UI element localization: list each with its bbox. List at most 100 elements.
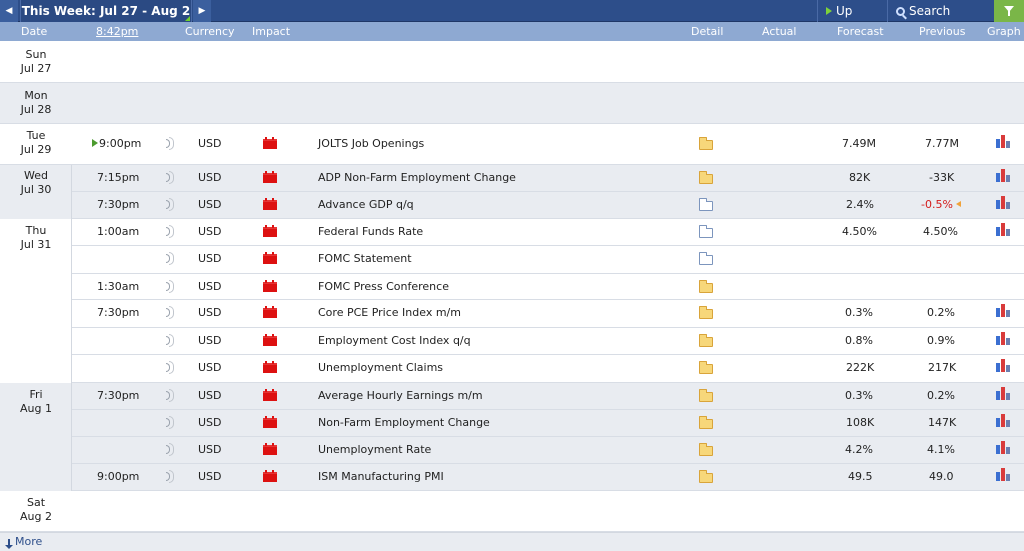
event-row[interactable]: 7:30pm USD Advance GDP q/q 2.4% -0.5% xyxy=(72,192,1024,219)
sound-icon[interactable] xyxy=(166,280,174,293)
event-row[interactable]: USD Unemployment Rate 4.2% 4.1% xyxy=(72,437,1024,464)
detail-folder-icon[interactable] xyxy=(699,306,713,319)
more-button[interactable]: More xyxy=(5,535,43,549)
graph-icon[interactable] xyxy=(996,196,1011,209)
event-title[interactable]: Unemployment Rate xyxy=(318,443,432,456)
sound-icon[interactable] xyxy=(166,416,174,429)
event-currency: USD xyxy=(198,280,222,293)
event-forecast: 82K xyxy=(849,171,871,184)
event-row[interactable]: 7:30pm USD Core PCE Price Index m/m 0.3%… xyxy=(72,300,1024,328)
graph-icon[interactable] xyxy=(996,387,1011,400)
event-row[interactable]: 1:00am USD Federal Funds Rate 4.50% 4.50… xyxy=(72,219,1024,246)
sound-icon[interactable] xyxy=(166,389,174,402)
day-of-week: Tue xyxy=(26,129,46,142)
event-time: 1:00am xyxy=(97,225,140,238)
event-previous: 4.50% xyxy=(923,225,958,238)
detail-folder-icon[interactable] xyxy=(699,280,713,293)
event-row[interactable]: USD Unemployment Claims 222K 217K xyxy=(72,355,1024,383)
high-impact-icon xyxy=(263,306,277,318)
day-row-sat: Sat Aug 2 xyxy=(0,491,1024,532)
detail-folder-icon[interactable] xyxy=(699,416,713,429)
filter-button[interactable] xyxy=(994,0,1024,22)
detail-folder-icon[interactable] xyxy=(699,334,713,347)
detail-folder-icon[interactable] xyxy=(699,443,713,456)
event-row[interactable]: 1:30am USD FOMC Press Conference xyxy=(72,274,1024,300)
event-title[interactable]: Employment Cost Index q/q xyxy=(318,334,471,347)
event-forecast: 0.3% xyxy=(845,306,873,319)
detail-folder-icon[interactable] xyxy=(699,137,713,150)
detail-folder-open-icon[interactable] xyxy=(699,225,713,238)
header-impact: Impact xyxy=(252,25,291,38)
up-next-button[interactable]: Up Next xyxy=(817,0,887,40)
sound-icon[interactable] xyxy=(166,443,174,456)
detail-folder-open-icon[interactable] xyxy=(699,198,713,211)
event-previous: 147K xyxy=(928,416,957,429)
sound-icon[interactable] xyxy=(166,361,174,374)
header-currency: Currency xyxy=(185,25,235,38)
sound-icon[interactable] xyxy=(166,137,174,150)
event-title[interactable]: ADP Non-Farm Employment Change xyxy=(318,171,516,184)
high-impact-icon xyxy=(263,361,277,373)
event-row[interactable]: USD Employment Cost Index q/q 0.8% 0.9% xyxy=(72,328,1024,355)
sound-icon[interactable] xyxy=(166,334,174,347)
graph-icon[interactable] xyxy=(996,414,1011,427)
detail-folder-icon[interactable] xyxy=(699,389,713,402)
sound-icon[interactable] xyxy=(166,252,174,265)
event-previous: 7.77M xyxy=(925,137,959,150)
graph-icon[interactable] xyxy=(996,135,1011,148)
day-label: Thu Jul 31 xyxy=(0,224,72,252)
week-title[interactable]: This Week: Jul 27 - Aug 2 xyxy=(20,0,192,22)
event-previous: -33K xyxy=(929,171,955,184)
previous-value: -0.5% xyxy=(921,198,953,211)
detail-folder-icon[interactable] xyxy=(699,171,713,184)
event-time: 1:30am xyxy=(97,280,140,293)
more-label: More xyxy=(15,535,43,548)
event-title[interactable]: Federal Funds Rate xyxy=(318,225,424,238)
graph-icon[interactable] xyxy=(996,332,1011,345)
event-title[interactable]: Average Hourly Earnings m/m xyxy=(318,389,483,402)
graph-icon[interactable] xyxy=(996,441,1011,454)
previous-week-button[interactable]: ◀ xyxy=(0,0,18,22)
event-currency: USD xyxy=(198,252,222,265)
event-row[interactable]: 7:30pm USD Average Hourly Earnings m/m 0… xyxy=(72,383,1024,410)
current-time-link[interactable]: 8:42pm xyxy=(96,25,139,38)
high-impact-icon xyxy=(263,389,277,401)
event-row[interactable]: USD FOMC Statement xyxy=(72,246,1024,274)
sound-icon[interactable] xyxy=(166,306,174,319)
event-title[interactable]: Advance GDP q/q xyxy=(318,198,414,211)
high-impact-icon xyxy=(263,198,277,210)
graph-icon[interactable] xyxy=(996,169,1011,182)
graph-icon[interactable] xyxy=(996,468,1011,481)
detail-folder-open-icon[interactable] xyxy=(699,252,713,265)
event-row[interactable]: 7:15pm USD ADP Non-Farm Employment Chang… xyxy=(72,165,1024,192)
search-events-button[interactable]: Search Events xyxy=(887,0,993,40)
event-row[interactable]: USD Non-Farm Employment Change 108K 147K xyxy=(72,410,1024,437)
event-title[interactable]: JOLTS Job Openings xyxy=(318,137,425,150)
sound-icon[interactable] xyxy=(166,470,174,483)
graph-icon[interactable] xyxy=(996,304,1011,317)
event-title[interactable]: FOMC Statement xyxy=(318,252,412,265)
high-impact-icon xyxy=(263,280,277,292)
event-row[interactable]: 9:00pm USD ISM Manufacturing PMI 49.5 49… xyxy=(72,464,1024,491)
day-label: Fri Aug 1 xyxy=(0,388,72,416)
event-title[interactable]: Unemployment Claims xyxy=(318,361,444,374)
event-title[interactable]: Core PCE Price Index m/m xyxy=(318,306,461,319)
next-week-button[interactable]: ▶ xyxy=(193,0,211,22)
event-title[interactable]: Non-Farm Employment Change xyxy=(318,416,490,429)
download-arrow-icon xyxy=(5,539,13,549)
header-actual: Actual xyxy=(762,25,797,38)
detail-folder-icon[interactable] xyxy=(699,470,713,483)
graph-icon[interactable] xyxy=(996,223,1011,236)
sound-icon[interactable] xyxy=(166,198,174,211)
graph-icon[interactable] xyxy=(996,359,1011,372)
event-row[interactable]: Tue Jul 29 9:00pm USD JOLTS Job Openings … xyxy=(0,124,1024,165)
revised-icon[interactable] xyxy=(955,201,961,207)
sound-icon[interactable] xyxy=(166,171,174,184)
event-title[interactable]: ISM Manufacturing PMI xyxy=(318,470,444,483)
event-title[interactable]: FOMC Press Conference xyxy=(318,280,449,293)
detail-folder-icon[interactable] xyxy=(699,361,713,374)
event-currency: USD xyxy=(198,389,222,402)
event-previous: -0.5% xyxy=(921,198,961,211)
high-impact-icon xyxy=(263,416,277,428)
sound-icon[interactable] xyxy=(166,225,174,238)
